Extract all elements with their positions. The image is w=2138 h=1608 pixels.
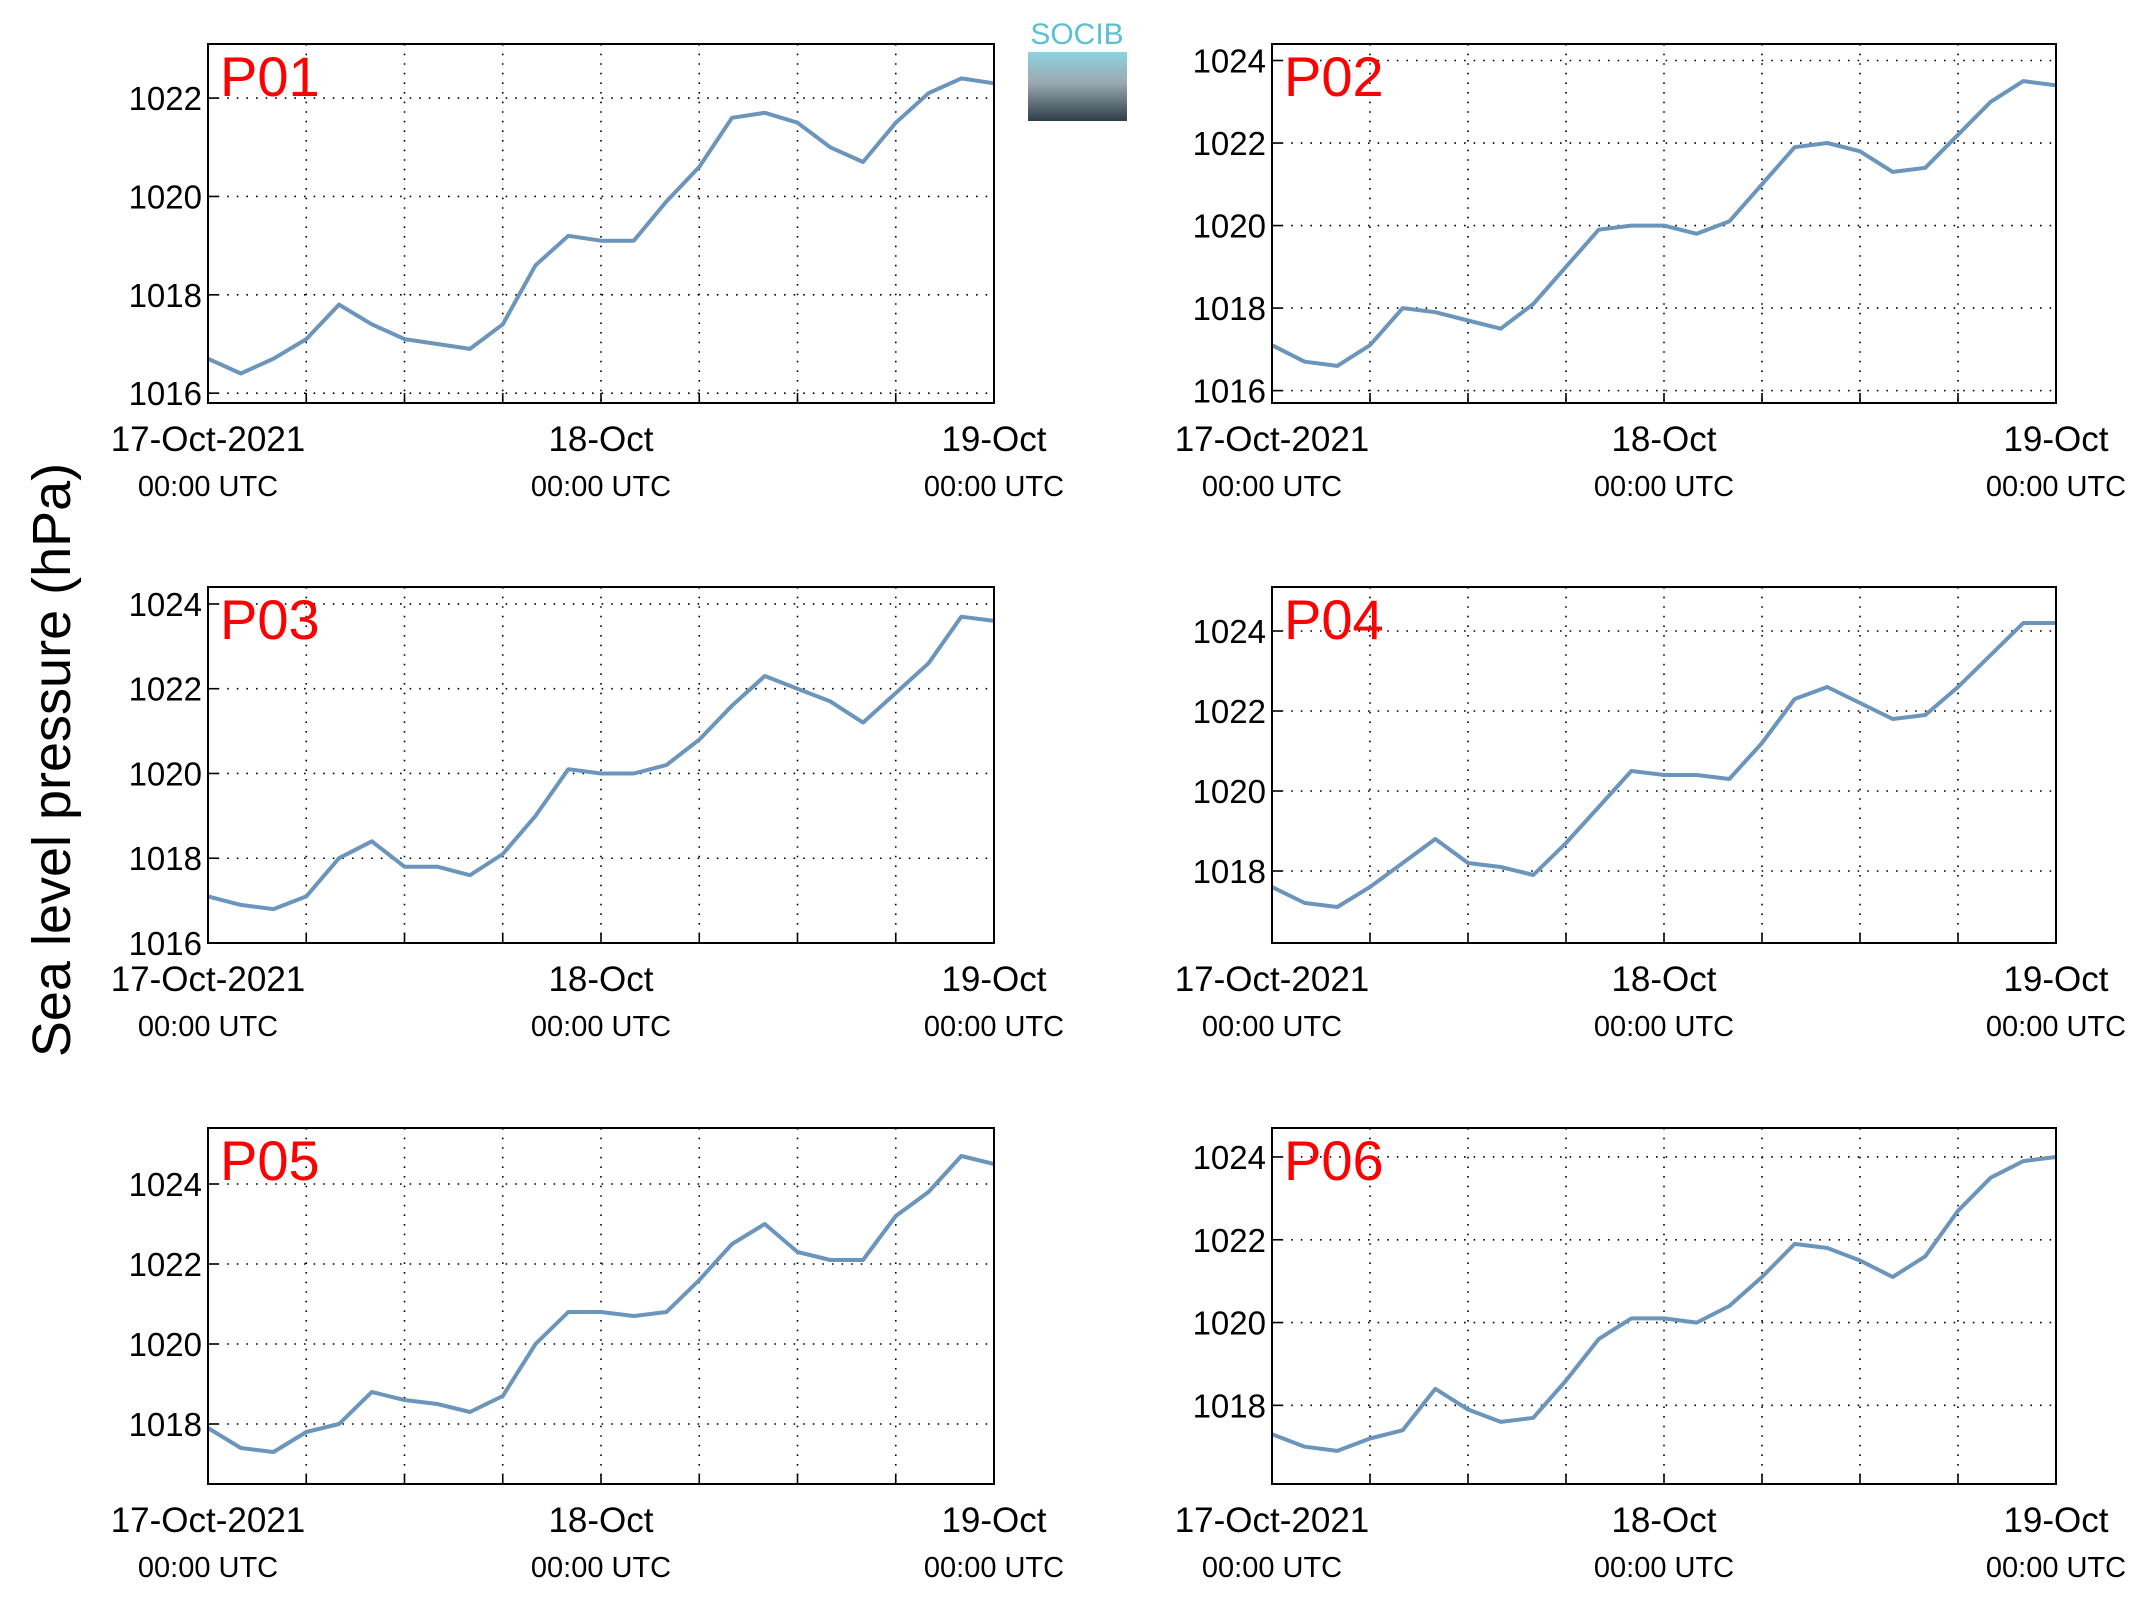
subplot: 1018 1020 1022 1024 17-Oct-2021 00:00 UTC 18-O… <box>111 1127 1064 1584</box>
x-tick-label: 17-Oct-2021 <box>111 1501 306 1540</box>
x-tick-sublabel: 00:00 UTC <box>138 471 278 503</box>
y-tick-label: 1022 <box>1193 693 1266 730</box>
x-tick-label: 19-Oct <box>2003 420 2108 459</box>
y-tick-label: 1020 <box>129 755 202 792</box>
axes-frame <box>207 586 995 944</box>
x-tick-sublabel: 00:00 UTC <box>531 471 671 503</box>
panel-title: P05 <box>220 1129 320 1192</box>
panel-title: P04 <box>1284 588 1384 651</box>
plot-area <box>208 1128 994 1484</box>
x-tick-sublabel: 00:00 UTC <box>1986 1011 2126 1043</box>
x-tick-sublabel: 00:00 UTC <box>1594 1011 1734 1043</box>
axes-frame <box>1271 1127 2057 1485</box>
y-tick-label: 1018 <box>1193 1387 1266 1424</box>
panel-title: P06 <box>1284 1129 1384 1192</box>
y-tick-label: 1020 <box>129 178 202 215</box>
data-line <box>1271 79 2057 368</box>
y-tick-label: 1016 <box>1193 373 1266 410</box>
x-tick-label: 17-Oct-2021 <box>111 960 306 999</box>
x-tick-sublabel: 00:00 UTC <box>138 1552 278 1584</box>
x-tick-label: 17-Oct-2021 <box>1175 420 1370 459</box>
x-tick-label: 18-Oct <box>548 1501 653 1540</box>
y-tick-label: 1022 <box>129 80 202 117</box>
x-tick-label: 17-Oct-2021 <box>111 420 306 459</box>
panel-title: P01 <box>220 45 320 108</box>
y-tick-label: 1020 <box>1193 208 1266 245</box>
x-tick-label: 17-Oct-2021 <box>1175 1501 1370 1540</box>
subplot: 1016 1018 1020 1022 1024 17-Oct-2021 00:00 UTC… <box>1175 43 2126 503</box>
x-tick-label: 19-Oct <box>941 420 1046 459</box>
y-tick-label: 1018 <box>1193 853 1266 890</box>
axes-frame <box>1271 586 2057 944</box>
y-tick-label: 1024 <box>1193 43 1266 80</box>
x-tick-sublabel: 00:00 UTC <box>924 1552 1064 1584</box>
y-tick-label: 1016 <box>129 925 202 962</box>
y-tick-label: 1024 <box>129 586 202 623</box>
data-line <box>1271 621 2056 909</box>
x-tick-sublabel: 00:00 UTC <box>1594 471 1734 503</box>
x-tick-label: 19-Oct <box>941 1501 1046 1540</box>
x-tick-label: 18-Oct <box>1611 960 1716 999</box>
x-tick-label: 19-Oct <box>2003 1501 2108 1540</box>
x-tick-label: 18-Oct <box>548 420 653 459</box>
x-tick-sublabel: 00:00 UTC <box>1986 1552 2126 1584</box>
x-tick-sublabel: 00:00 UTC <box>1986 471 2126 503</box>
y-tick-label: 1022 <box>1193 125 1266 162</box>
y-tick-label: 1018 <box>129 840 202 877</box>
panel-title: P02 <box>1284 45 1384 108</box>
y-tick-label: 1016 <box>129 375 202 412</box>
subplot: 1016 1018 1020 1022 1024 17-Oct-2021 00:00 UTC… <box>111 586 1064 1043</box>
axes-frame <box>207 1127 995 1485</box>
y-tick-label: 1018 <box>1193 290 1266 327</box>
x-tick-sublabel: 00:00 UTC <box>531 1552 671 1584</box>
x-tick-sublabel: 00:00 UTC <box>924 471 1064 503</box>
x-tick-sublabel: 00:00 UTC <box>1202 1011 1342 1043</box>
y-tick-label: 1022 <box>1193 1222 1266 1259</box>
subplot: 1018 1020 1022 1024 17-Oct-2021 00:00 UTC 18-O… <box>1175 586 2126 1043</box>
x-tick-sublabel: 00:00 UTC <box>138 1011 278 1043</box>
x-tick-sublabel: 00:00 UTC <box>1202 1552 1342 1584</box>
x-tick-label: 19-Oct <box>941 960 1046 999</box>
y-tick-label: 1024 <box>1193 613 1266 650</box>
y-tick-label: 1024 <box>129 1166 202 1203</box>
logo: SOCIB <box>1028 18 1127 121</box>
subplot: 1016 1018 1020 1022 17-Oct-2021 00:00 UTC 18-O… <box>111 43 1064 503</box>
x-tick-sublabel: 00:00 UTC <box>531 1011 671 1043</box>
data-line <box>206 1154 995 1454</box>
y-tick-label: 1020 <box>1193 773 1266 810</box>
x-tick-sublabel: 00:00 UTC <box>924 1011 1064 1043</box>
y-tick-label: 1022 <box>129 671 202 708</box>
y-tick-label: 1024 <box>1193 1139 1266 1176</box>
x-tick-label: 19-Oct <box>2003 960 2108 999</box>
x-tick-sublabel: 00:00 UTC <box>1594 1552 1734 1584</box>
plot-area <box>1272 1128 2056 1484</box>
y-tick-label: 1018 <box>129 1406 202 1443</box>
axes-frame <box>207 43 995 404</box>
data-line <box>207 76 995 376</box>
plot-area <box>208 44 994 403</box>
x-tick-label: 18-Oct <box>548 960 653 999</box>
x-tick-label: 18-Oct <box>1611 1501 1716 1540</box>
plot-area <box>208 587 994 943</box>
subplot: 1018 1020 1022 1024 17-Oct-2021 00:00 UTC 18-O… <box>1175 1127 2126 1584</box>
axes-frame <box>1271 43 2057 404</box>
y-tick-label: 1020 <box>1193 1305 1266 1342</box>
y-tick-label: 1018 <box>129 277 202 314</box>
x-tick-label: 17-Oct-2021 <box>1175 960 1370 999</box>
x-tick-label: 18-Oct <box>1611 420 1716 459</box>
logo-text: SOCIB <box>1030 18 1123 51</box>
panel-title: P03 <box>220 588 320 651</box>
y-tick-label: 1022 <box>129 1246 202 1283</box>
plot-area <box>1272 44 2056 403</box>
x-tick-sublabel: 00:00 UTC <box>1202 471 1342 503</box>
y-axis-label: Sea level pressure (hPa) <box>22 463 82 1057</box>
y-tick-label: 1020 <box>129 1326 202 1363</box>
logo-badge <box>1028 52 1127 121</box>
plot-area <box>1272 587 2056 943</box>
data-line <box>207 614 995 912</box>
data-line <box>1271 1155 2057 1453</box>
